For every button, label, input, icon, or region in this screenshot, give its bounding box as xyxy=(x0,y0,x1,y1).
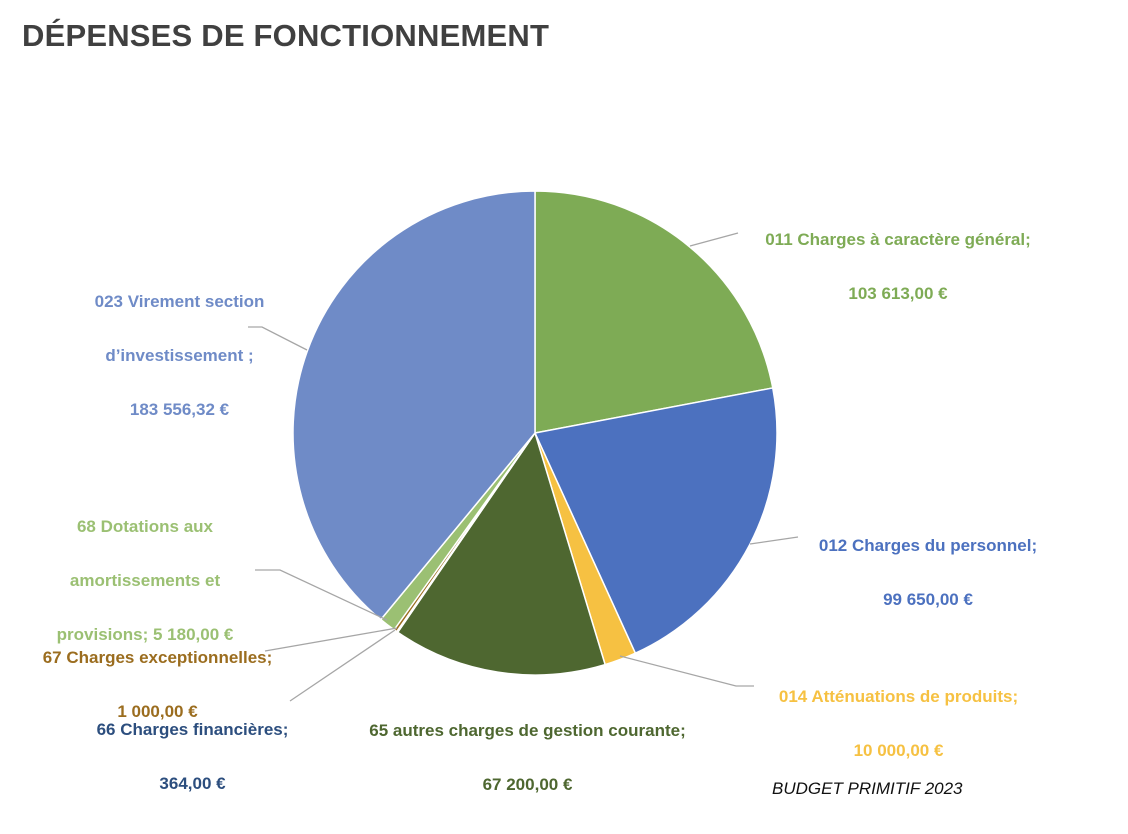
label-66: 66 Charges financières; 364,00 € xyxy=(80,689,305,824)
label-012: 012 Charges du personnel; 99 650,00 € xyxy=(803,505,1053,640)
leader-lines xyxy=(248,232,799,702)
pie-slice-7 xyxy=(292,190,536,621)
label-66-name: 66 Charges financières; xyxy=(96,720,289,739)
label-68-line1: 68 Dotations aux xyxy=(76,517,214,536)
budget-caption: BUDGET PRIMITIF 2023 xyxy=(772,779,963,798)
label-023: 023 Virement section d’investissement ; … xyxy=(72,261,287,450)
label-023-line2: d’investissement ; xyxy=(105,346,254,365)
label-014-name: 014 Atténuations de produits; xyxy=(778,687,1019,706)
pie-slice-1 xyxy=(534,387,778,654)
label-68-line3: provisions; 5 180,00 € xyxy=(56,625,234,644)
label-014: 014 Atténuations de produits; 10 000,00 … xyxy=(756,656,1041,791)
label-67-name: 67 Charges exceptionnelles; xyxy=(42,648,273,667)
pie-slices xyxy=(292,190,778,676)
label-65: 65 autres charges de gestion courante; 6… xyxy=(345,690,710,825)
label-67: 67 Charges exceptionnelles; 1 000,00 € xyxy=(25,617,290,752)
label-65-name: 65 autres charges de gestion courante; xyxy=(369,721,686,740)
leader-line-68 xyxy=(255,569,388,621)
label-68: 68 Dotations aux amortissements et provi… xyxy=(35,486,255,675)
label-012-name: 012 Charges du personnel; xyxy=(818,536,1038,555)
label-66-value: 364,00 € xyxy=(159,774,226,793)
label-67-value: 1 000,00 € xyxy=(117,702,198,721)
label-011: 011 Charges à caractère général; 103 613… xyxy=(748,199,1048,334)
chart-title: DÉPENSES DE FONCTIONNEMENT xyxy=(22,18,550,53)
leader-line-011 xyxy=(689,232,739,247)
leader-line-014 xyxy=(619,655,754,687)
label-65-value: 67 200,00 € xyxy=(482,775,573,794)
label-012-value: 99 650,00 € xyxy=(883,590,973,609)
leader-line-012 xyxy=(749,536,799,545)
label-011-value: 103 613,00 € xyxy=(848,284,948,303)
label-023-line3: 183 556,32 € xyxy=(129,400,230,419)
label-68-line2: amortissements et xyxy=(69,571,221,590)
pie-slice-3 xyxy=(396,432,606,676)
label-011-name: 011 Charges à caractère général; xyxy=(765,230,1031,249)
leader-line-023 xyxy=(248,326,308,351)
pie-slice-0 xyxy=(534,190,774,434)
leader-line-66 xyxy=(289,629,396,702)
label-014-value: 10 000,00 € xyxy=(853,741,944,760)
label-023-line1: 023 Virement section xyxy=(94,292,265,311)
leader-line-67 xyxy=(264,627,398,652)
